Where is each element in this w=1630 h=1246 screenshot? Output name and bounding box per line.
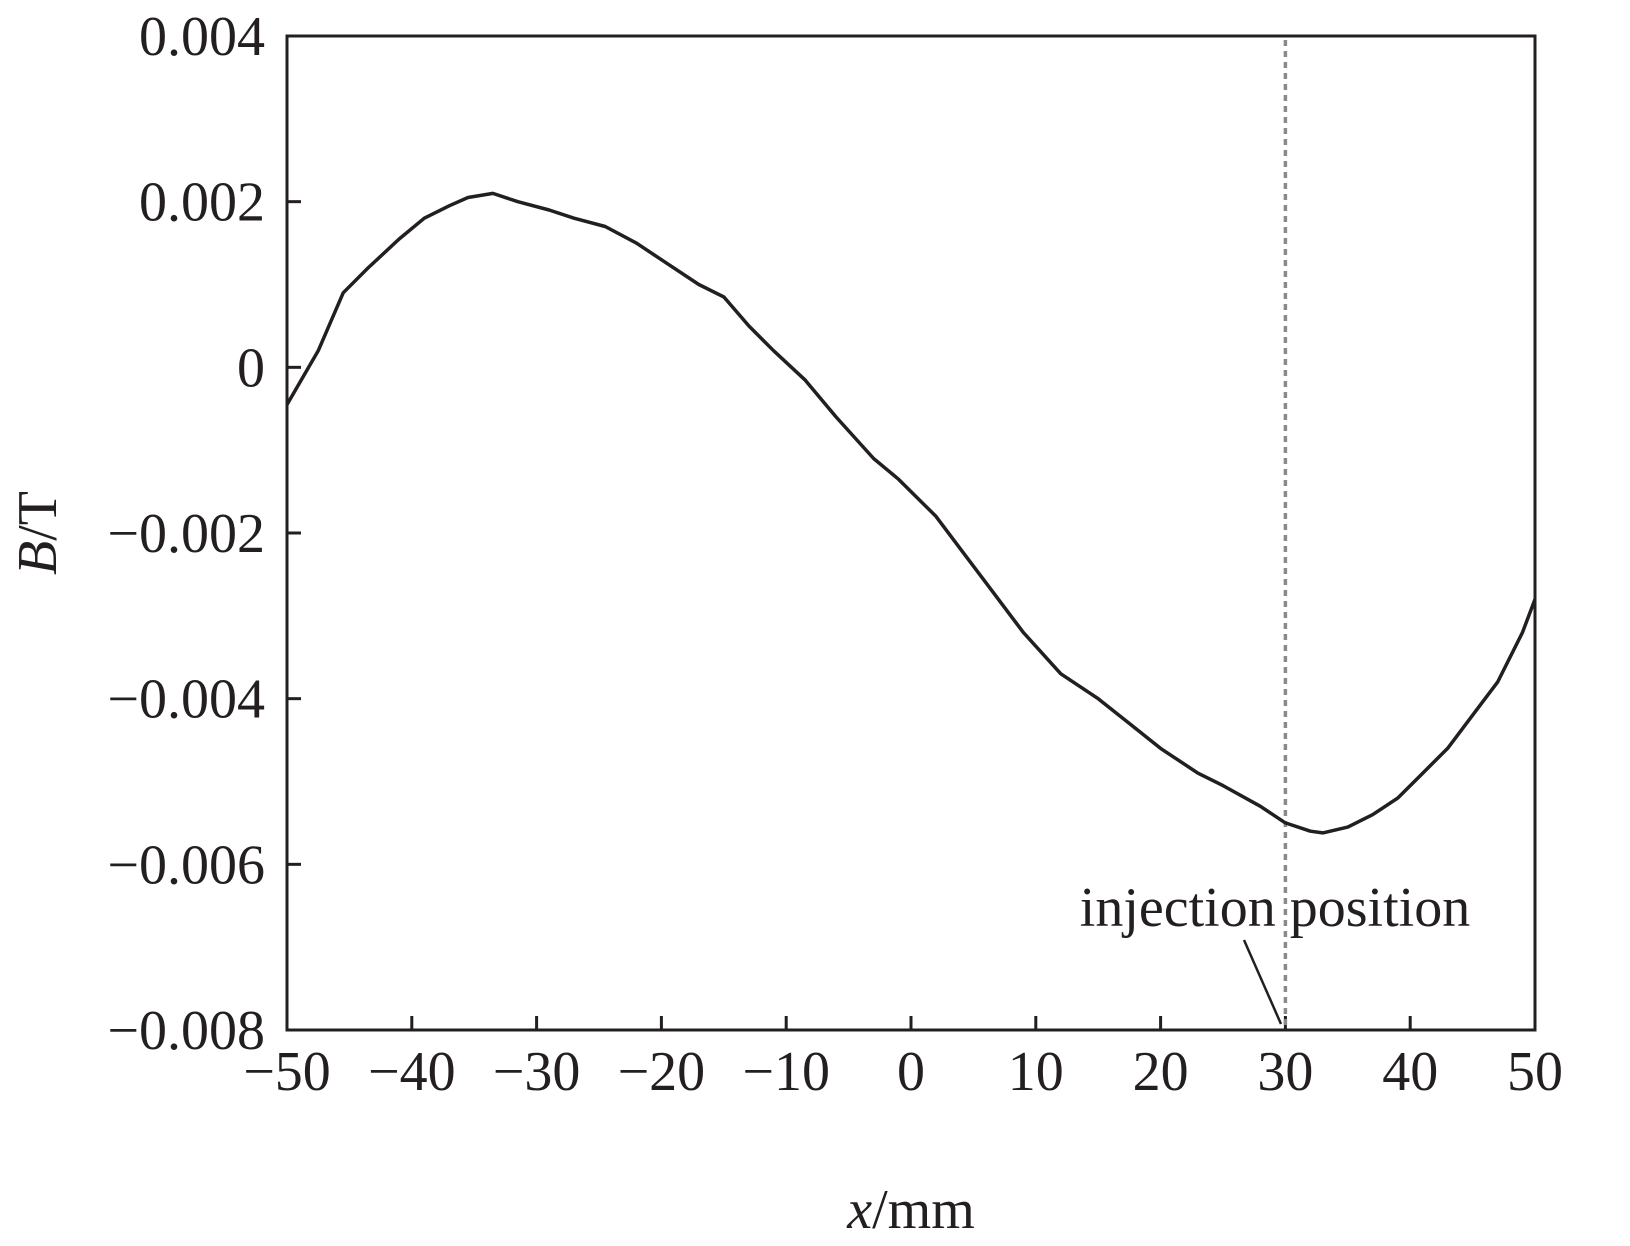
y-tick-label: 0 [237, 337, 265, 399]
annotation-leader-line [1242, 939, 1283, 1025]
x-axis-title: x/mm [846, 1179, 975, 1241]
x-axis-unit: /mm [872, 1179, 975, 1241]
x-tick-label: 20 [1133, 1041, 1189, 1103]
x-tick-label: −30 [493, 1041, 581, 1103]
x-tick-label: 0 [897, 1041, 925, 1103]
y-tick-label: −0.006 [107, 834, 265, 896]
y-axis-title: B/T [7, 491, 69, 575]
series-line [285, 191, 1537, 835]
x-tick-label: 40 [1382, 1041, 1438, 1103]
plot-frame [285, 34, 1537, 1032]
x-tick-label: 50 [1507, 1041, 1563, 1103]
y-tick-label: −0.008 [107, 1000, 265, 1062]
x-tick-label: −20 [618, 1041, 706, 1103]
annotation-injection-position: injection position [1080, 877, 1470, 939]
y-axis-variable: B [7, 541, 69, 575]
y-tick-label: 0.004 [139, 6, 265, 68]
y-tick-label: −0.004 [107, 669, 265, 731]
tick-labels-layer: −50 −40 −30 −20 −10 0 10 20 30 40 50 0.004 0.002 0 −0.… [107, 6, 1563, 1103]
x-tick-label: −40 [368, 1041, 456, 1103]
y-axis-unit: /T [7, 491, 69, 541]
x-tick-label: 10 [1008, 1041, 1064, 1103]
x-tick-label: −50 [243, 1041, 331, 1103]
x-axis-variable: x [846, 1179, 872, 1241]
x-tick-label: 30 [1257, 1041, 1313, 1103]
x-tick-label: −10 [742, 1041, 830, 1103]
y-tick-label: −0.002 [107, 503, 265, 565]
y-tick-label: 0.002 [139, 172, 265, 234]
